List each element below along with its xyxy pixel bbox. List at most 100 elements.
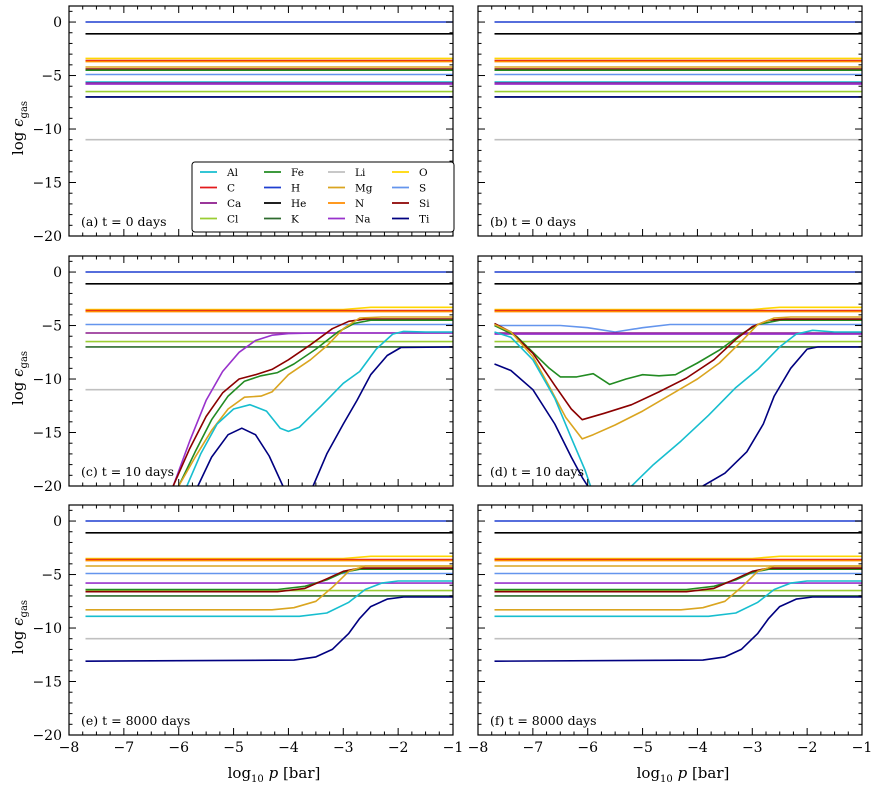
y-tick-label: −20 [32,728,62,744]
ylabel-prefix: log [9,630,27,654]
ylabel-sub: gas [19,101,30,119]
legend-label: He [291,198,306,210]
y-tick-label: −10 [32,372,62,388]
series-line-mg [178,316,453,486]
x-tick-label: −4 [278,740,299,756]
y-tick-label: −10 [32,621,62,637]
ylabel-var: ϵ [9,368,27,377]
series-line-fe [85,568,453,591]
series-line-al [631,329,862,486]
legend-item-na: Na [328,214,370,226]
y-tick-label: −20 [32,479,62,495]
ylabel-sub: gas [19,600,30,618]
legend-label: Li [355,167,366,179]
legend-label: Cl [227,214,239,226]
ylabel-prefix: log [9,381,27,405]
panel-label: (e) t = 8000 days [81,713,190,728]
legend-label: Ca [227,198,241,210]
series-line-o [494,306,862,311]
panel-d: (d) t = 10 days [477,255,863,487]
series-group [494,21,862,141]
legend-item-al: Al [200,167,239,179]
xlabel-unit: [bar] [283,764,320,782]
legend-label: N [355,198,364,210]
plot-frame [477,504,863,736]
x-tick-label: −1 [852,740,873,756]
xlabel-prefix: log [228,764,252,782]
legend-label: Na [355,214,370,226]
legend-item-ti: Ti [392,214,430,226]
series-line-o [85,306,453,311]
legend-item-c: C [200,183,235,195]
plot-frame [68,255,454,487]
legend-item-li: Li [328,167,366,179]
legend-label: O [419,167,428,179]
panel-b: (b) t = 0 days [477,5,863,237]
y-tick-label: −15 [32,176,62,192]
legend-item-mg: Mg [328,183,373,195]
ylabel-sub: gas [19,351,30,369]
series-group [494,520,862,662]
series-line-mg [85,565,453,611]
panels-layer: 0−5−10−15−20(a) t = 0 days (b) t = 0 days… [32,5,873,756]
panel-a: 0 −5 −10 −15 −20 (a) t = 0 days [32,5,454,245]
x-tick-label: −5 [632,740,653,756]
series-line-fe [494,319,862,386]
legend-item-cl: Cl [200,214,239,226]
panel-label: (c) t = 10 days [81,464,174,479]
x-tick-label: −2 [388,740,409,756]
x-tick-label: −3 [333,740,354,756]
y-tick-label: 0 [53,265,62,281]
ylabel-prefix: log [9,131,27,155]
series-line-fe [177,319,453,486]
panel-label: (a) t = 0 days [81,214,166,229]
series-line-ti [494,596,862,662]
plot-frame [68,504,454,736]
y-tick-label: −10 [32,122,62,138]
panel-label: (b) t = 0 days [490,214,576,229]
legend-item-s: S [392,183,426,195]
x-tick-label: −6 [577,740,598,756]
legend-frame [191,161,455,233]
y-tick-label: −15 [32,675,62,691]
legend-label: K [291,214,299,226]
x-tick-label: −8 [59,740,80,756]
series-group [85,21,453,141]
y-tick-label: −5 [41,568,62,584]
legend-item-k: K [264,214,299,226]
legend-item-h: H [264,183,300,195]
svg-text:log ϵgas: log ϵgas [9,600,30,654]
y-axis-label-row-1: log ϵgas [9,101,30,155]
panel-label: (d) t = 10 days [490,464,584,479]
y-tick-label: 0 [53,514,62,530]
svg-text:log10 p [bar]: log10 p [bar] [228,764,321,785]
y-tick-label: −5 [41,69,62,85]
legend-item-o: O [392,167,428,179]
series-line-ti [85,596,453,662]
y-tick-label: −5 [41,319,62,335]
series-line-al [494,580,862,618]
ylabel-var: ϵ [9,118,27,127]
series-line-o [494,555,862,560]
series-line-s [494,323,862,333]
xlabel-var: p [678,764,688,782]
x-tick-label: −3 [742,740,763,756]
x-tick-label: −4 [687,740,708,756]
svg-text:log ϵgas: log ϵgas [9,101,30,155]
series-line-ti [197,427,284,486]
series-line-si [172,318,453,486]
legend-item-n: N [328,198,364,210]
legend-item-fe: Fe [264,167,304,179]
panel-f: −8 −7 −6 −5 −4 −3 −2 −1 (f) t = 8000 days [468,504,873,756]
legend-label: Fe [291,167,304,179]
panel-e: −8 −7 −6 −5 −4 −3 −2 −10−5−10−15−20(e) t = 8000… [32,504,463,756]
series-line-si [494,567,862,593]
xlabel-sub: 10 [251,774,264,785]
y-axis-label-row-2: log ϵgas [9,351,30,405]
series-line-al [85,580,453,618]
x-tick-label: −7 [114,740,135,756]
y-tick-label: −20 [32,229,62,245]
legend-label: S [419,183,426,195]
series-line-mg [494,316,862,440]
